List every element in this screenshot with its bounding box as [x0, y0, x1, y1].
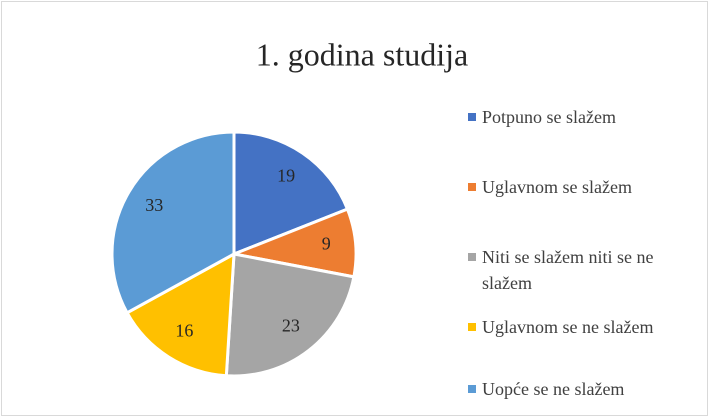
data-label: 16 — [175, 320, 193, 340]
legend-label: Uglavnom se ne slažem — [482, 317, 654, 337]
legend-item: Uopće se ne slažem — [468, 376, 693, 402]
pie-slice — [232, 130, 350, 257]
data-label: 9 — [322, 233, 331, 253]
legend-label: Potpuno se slažem — [482, 107, 616, 127]
pie-slice — [110, 130, 236, 315]
legend-swatch — [468, 385, 476, 393]
legend-swatch — [468, 183, 476, 191]
legend-item: Niti se slažem niti se ne slažem — [468, 244, 693, 296]
legend-item: Uglavnom se slažem — [468, 174, 693, 200]
legend-label: Uopće se ne slažem — [482, 379, 625, 399]
legend-swatch — [468, 253, 476, 261]
legend-swatch — [468, 323, 476, 331]
legend-item: Uglavnom se ne slažem — [468, 314, 693, 340]
legend-swatch — [468, 113, 476, 121]
legend-item: Potpuno se slažem — [468, 104, 693, 130]
pie-slice — [224, 252, 356, 378]
data-label: 33 — [145, 195, 163, 215]
chart-title: 1. godina studija — [256, 36, 468, 72]
pie-slice — [125, 251, 236, 378]
data-label: 19 — [277, 165, 295, 185]
legend-label: Uglavnom se slažem — [482, 177, 632, 197]
legend-label: Niti se slažem niti se ne slažem — [482, 247, 654, 293]
data-label: 23 — [282, 315, 300, 335]
